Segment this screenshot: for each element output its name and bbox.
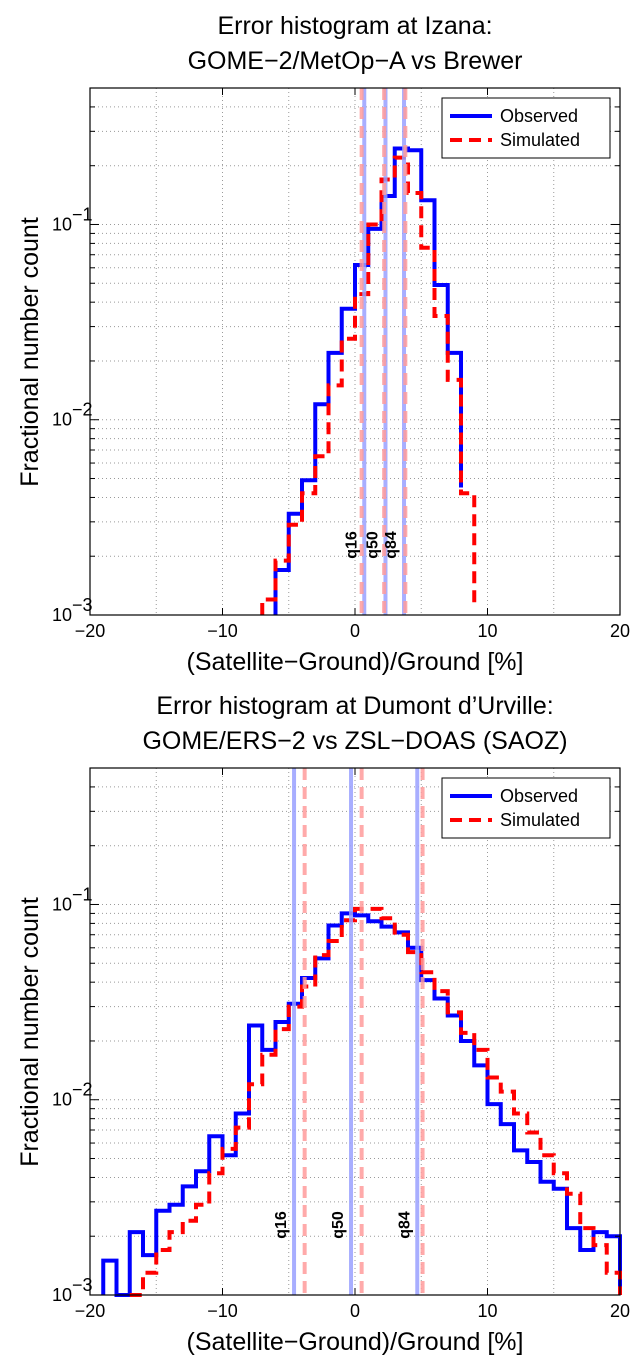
series-simulated-line [260, 155, 477, 615]
y-tick-exponent: −2 [72, 400, 93, 420]
plot-frame [89, 767, 621, 1296]
x-tick-label: 10 [477, 621, 497, 641]
q84-label: q84 [396, 1211, 413, 1239]
q50-label: q50 [330, 1211, 347, 1239]
series-observed-line [273, 146, 463, 615]
y-tick-exponent: −2 [72, 1080, 93, 1100]
x-tick-label: 20 [610, 621, 630, 641]
q50-label: q50 [364, 531, 381, 559]
y-tick-label: 10 [52, 214, 72, 234]
chart-title-line-2: GOME−2/MetOp−A vs Brewer [188, 47, 523, 75]
q84-label: q84 [383, 531, 400, 559]
y-tick-exponent: −1 [72, 884, 93, 904]
x-tick-label: 0 [350, 1301, 360, 1321]
y-axis-label: Fractional number count [16, 217, 44, 487]
y-tick-label: 10 [52, 1285, 72, 1305]
legend-label-observed: Observed [500, 786, 578, 806]
q16-label: q16 [343, 531, 360, 559]
y-tick-exponent: −1 [72, 204, 93, 224]
x-tick-label: −10 [207, 1301, 238, 1321]
x-tick-label: −10 [207, 621, 238, 641]
legend-label-observed: Observed [500, 106, 578, 126]
x-tick-label: −20 [75, 621, 106, 641]
x-tick-label: 20 [610, 1301, 630, 1321]
y-tick-label: 10 [52, 605, 72, 625]
legend-label-simulated: Simulated [500, 810, 580, 830]
chart-title-line-2: GOME/ERS−2 vs ZSL−DOAS (SAOZ) [142, 727, 567, 755]
legend-box [441, 777, 611, 839]
x-tick-label: 0 [350, 621, 360, 641]
y-axis-label: Fractional number count [16, 897, 44, 1167]
chart-title-line-1: Error histogram at Izana: [217, 12, 492, 40]
y-tick-exponent: −3 [72, 1275, 93, 1295]
chart-title-line-1: Error histogram at Dumont d’Urville: [156, 692, 553, 720]
panel-dumont-durville: Error histogram at Dumont d’Urville: GOM… [16, 692, 630, 1356]
x-tick-label: 10 [477, 1301, 497, 1321]
panel-izana: Error histogram at Izana: GOME−2/MetOp−A… [16, 12, 630, 676]
y-tick-exponent: −3 [72, 595, 93, 615]
legend-box [441, 97, 611, 159]
q16-label: q16 [273, 1211, 290, 1239]
series-simulated-line [129, 906, 622, 1297]
y-tick-label: 10 [52, 410, 72, 430]
x-tick-label: −20 [75, 1301, 106, 1321]
y-tick-label: 10 [52, 1090, 72, 1110]
y-tick-label: 10 [52, 894, 72, 914]
legend-label-simulated: Simulated [500, 130, 580, 150]
x-axis-label: (Satellite−Ground)/Ground [%] [187, 1328, 524, 1356]
x-axis-label: (Satellite−Ground)/Ground [%] [187, 648, 524, 676]
series-observed-line [101, 911, 622, 1297]
